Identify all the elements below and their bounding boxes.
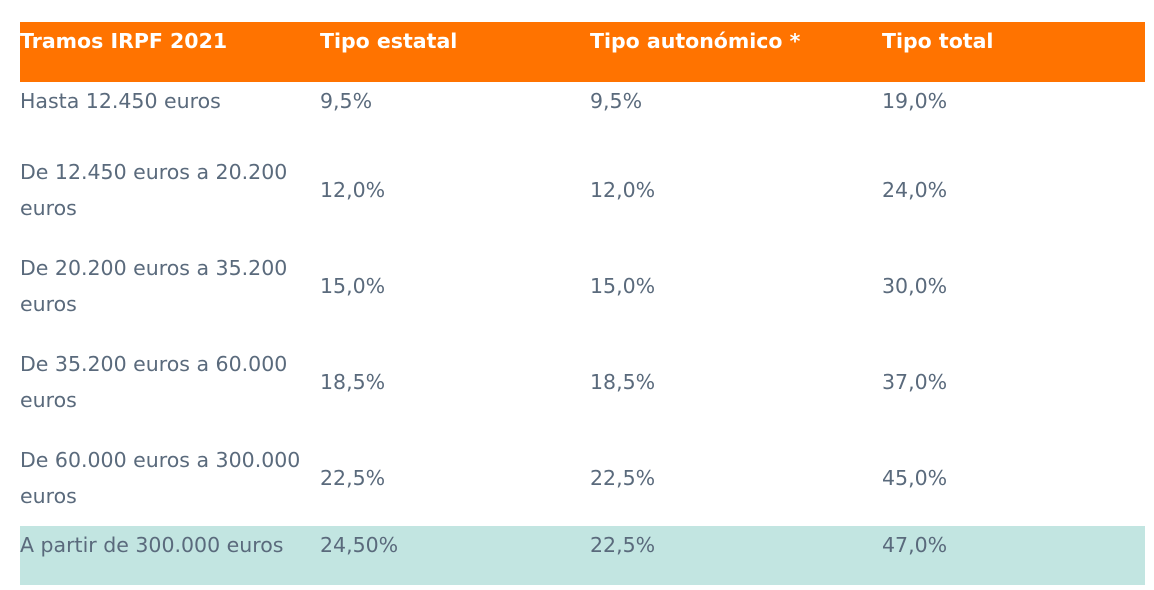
header-tipo-autonomico: Tipo autonómico * bbox=[590, 29, 801, 53]
tramo-cell: Hasta 12.450 euros bbox=[20, 89, 221, 113]
tipo-total-cell: 30,0% bbox=[882, 274, 948, 298]
tramo-cell: A partir de 300.000 euros bbox=[20, 533, 284, 557]
table-header-row: Tramos IRPF 2021 Tipo estatal Tipo auton… bbox=[20, 22, 1145, 82]
table-row: De 60.000 euros a 300.000 euros 22,5% 22… bbox=[20, 430, 1145, 526]
tipo-estatal-cell: 9,5% bbox=[320, 89, 373, 113]
tipo-autonomico-cell: 12,0% bbox=[590, 178, 656, 202]
tipo-estatal-cell: 18,5% bbox=[320, 370, 386, 394]
tipo-estatal-cell: 12,0% bbox=[320, 178, 386, 202]
tipo-estatal-cell: 24,50% bbox=[320, 533, 399, 557]
tramo-cell: De 35.200 euros a 60.000 euros bbox=[20, 352, 288, 412]
table-row: De 35.200 euros a 60.000 euros 18,5% 18,… bbox=[20, 334, 1145, 430]
tipo-total-cell: 37,0% bbox=[882, 370, 948, 394]
table-row-highlighted: A partir de 300.000 euros 24,50% 22,5% 4… bbox=[20, 526, 1145, 585]
irpf-table: Tramos IRPF 2021 Tipo estatal Tipo auton… bbox=[20, 22, 1145, 585]
tramo-cell: De 12.450 euros a 20.200 euros bbox=[20, 160, 288, 220]
header-tipo-total: Tipo total bbox=[882, 29, 994, 53]
table-row: Hasta 12.450 euros 9,5% 9,5% 19,0% bbox=[20, 82, 1145, 122]
table-row: De 20.200 euros a 35.200 euros 15,0% 15,… bbox=[20, 238, 1145, 334]
tipo-total-cell: 45,0% bbox=[882, 466, 948, 490]
tipo-estatal-cell: 22,5% bbox=[320, 466, 386, 490]
tipo-total-cell: 24,0% bbox=[882, 178, 948, 202]
tramo-cell: De 60.000 euros a 300.000 euros bbox=[20, 448, 301, 508]
tramo-cell: De 20.200 euros a 35.200 euros bbox=[20, 256, 288, 316]
tipo-estatal-cell: 15,0% bbox=[320, 274, 386, 298]
header-tipo-estatal: Tipo estatal bbox=[320, 29, 458, 53]
tipo-autonomico-cell: 22,5% bbox=[590, 466, 656, 490]
tipo-autonomico-cell: 15,0% bbox=[590, 274, 656, 298]
tipo-total-cell: 47,0% bbox=[882, 533, 948, 557]
tipo-total-cell: 19,0% bbox=[882, 89, 948, 113]
tipo-autonomico-cell: 22,5% bbox=[590, 533, 656, 557]
header-tramos: Tramos IRPF 2021 bbox=[20, 29, 228, 53]
tipo-autonomico-cell: 18,5% bbox=[590, 370, 656, 394]
tipo-autonomico-cell: 9,5% bbox=[590, 89, 643, 113]
table-row: De 12.450 euros a 20.200 euros 12,0% 12,… bbox=[20, 142, 1145, 238]
